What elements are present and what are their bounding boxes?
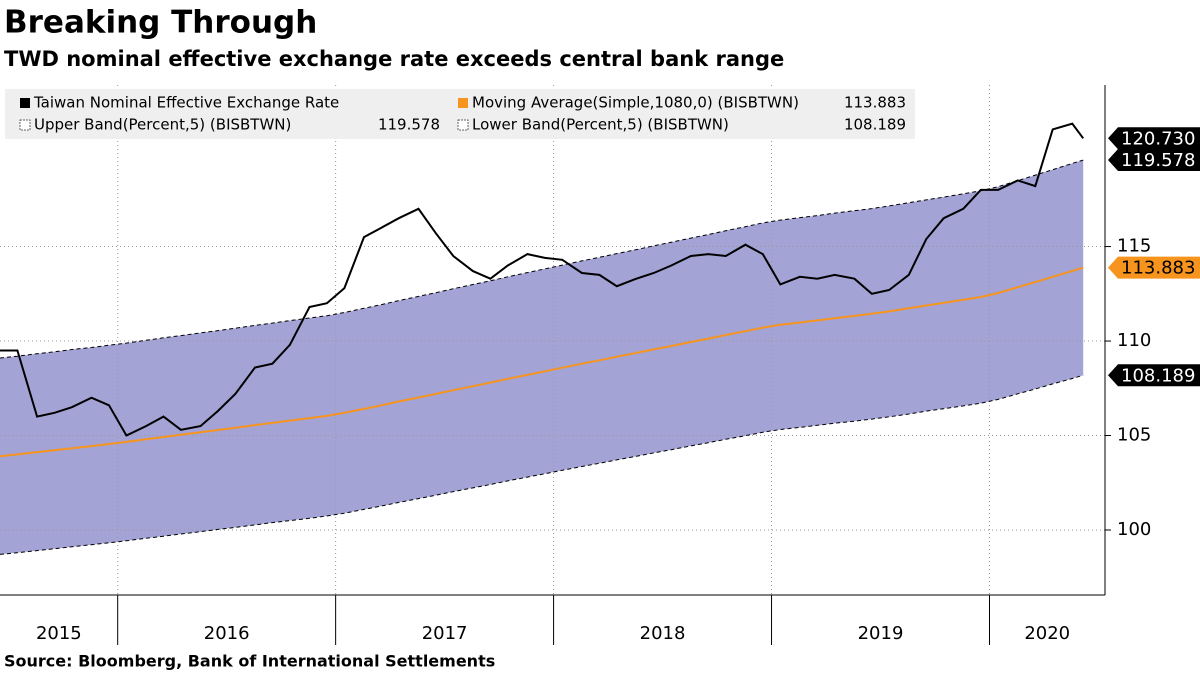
legend-value: 119.578 [378, 116, 440, 134]
band-fill [0, 160, 1084, 555]
legend-value: 108.189 [844, 116, 906, 134]
value-tag [1108, 364, 1200, 387]
series-line [0, 159, 1084, 359]
value-tag-label: 120.730 [1121, 128, 1195, 149]
x-tick-label: 2017 [422, 623, 468, 644]
legend-box [5, 89, 915, 139]
x-tick-label: 2018 [640, 623, 686, 644]
legend-label: Moving Average(Simple,1080,0) (BISBTWN) [472, 94, 799, 112]
legend-label: Lower Band(Percent,5) (BISBTWN) [472, 116, 729, 134]
legend-label: Upper Band(Percent,5) (BISBTWN) [34, 116, 291, 134]
source: Source: Bloomberg, Bank of International… [4, 652, 495, 671]
legend-label: Taiwan Nominal Effective Exchange Rate [33, 94, 339, 112]
x-tick-label: 2015 [36, 623, 82, 644]
x-tick-label: 2020 [1024, 623, 1070, 644]
value-tag [1108, 127, 1200, 150]
value-tag [1108, 149, 1200, 172]
y-tick-label: 100 [1117, 519, 1151, 540]
series-line [0, 122, 1085, 437]
value-tag-label: 108.189 [1121, 365, 1195, 386]
legend-icon [457, 119, 469, 131]
chart-title: Breaking Through [4, 5, 317, 41]
value-tag [1108, 256, 1200, 279]
value-tag-label: 119.578 [1121, 150, 1195, 171]
y-tick-label: 105 [1117, 425, 1151, 446]
x-tick-label: 2016 [204, 623, 250, 644]
y-tick-label: 115 [1117, 236, 1151, 257]
x-tick-label: 2019 [858, 623, 904, 644]
y-tick-label: 110 [1117, 330, 1151, 351]
series-line [0, 266, 1084, 458]
legend-icon [19, 119, 31, 131]
legend-icon [458, 98, 468, 108]
legend-value: 113.883 [844, 94, 906, 112]
chart-subtitle: TWD nominal effective exchange rate exce… [4, 47, 784, 71]
series-line [0, 374, 1084, 555]
value-tag-label: 113.883 [1121, 258, 1195, 279]
legend-icon [20, 98, 30, 108]
